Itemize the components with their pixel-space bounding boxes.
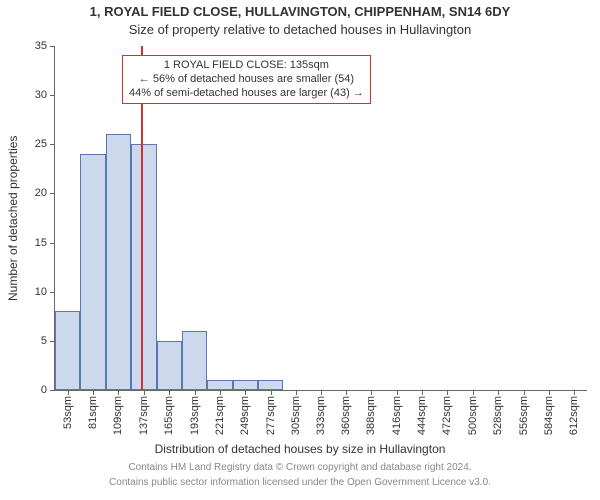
histogram-bar: [106, 134, 131, 390]
x-tick-label: 221sqm: [214, 396, 226, 435]
histogram-bar: [55, 311, 80, 390]
x-tick-label: 612sqm: [568, 396, 580, 435]
y-tick-label: 25: [35, 138, 47, 150]
y-tick: [50, 390, 55, 391]
histogram-bar: [80, 154, 105, 390]
annotation-box: 1 ROYAL FIELD CLOSE: 135sqm ← 56% of det…: [122, 55, 371, 104]
y-tick-label: 10: [35, 286, 47, 298]
x-tick: [296, 390, 297, 395]
footer-line-2: Contains public sector information licen…: [0, 477, 600, 488]
x-tick-label: 500sqm: [467, 396, 479, 435]
x-tick: [220, 390, 221, 395]
y-tick-label: 20: [35, 187, 47, 199]
x-tick-label: 444sqm: [416, 396, 428, 435]
footer-line-1: Contains HM Land Registry data © Crown c…: [0, 462, 600, 473]
x-tick-label: 556sqm: [518, 396, 530, 435]
x-tick: [346, 390, 347, 395]
x-tick-label: 249sqm: [239, 396, 251, 435]
x-tick: [93, 390, 94, 395]
x-tick: [498, 390, 499, 395]
x-tick: [195, 390, 196, 395]
x-tick: [271, 390, 272, 395]
x-tick: [397, 390, 398, 395]
x-tick: [447, 390, 448, 395]
x-tick: [549, 390, 550, 395]
y-tick-label: 30: [35, 89, 47, 101]
y-tick: [50, 144, 55, 145]
chart-title: 1, ROYAL FIELD CLOSE, HULLAVINGTON, CHIP…: [0, 4, 600, 19]
x-tick: [321, 390, 322, 395]
histogram-bar: [258, 380, 283, 390]
x-tick: [371, 390, 372, 395]
y-tick: [50, 95, 55, 96]
y-tick: [50, 243, 55, 244]
x-tick: [422, 390, 423, 395]
x-tick-label: 109sqm: [112, 396, 124, 435]
x-tick: [118, 390, 119, 395]
y-tick: [50, 292, 55, 293]
x-tick-label: 416sqm: [391, 396, 403, 435]
x-tick: [574, 390, 575, 395]
x-tick-label: 472sqm: [441, 396, 453, 435]
x-tick-label: 360sqm: [340, 396, 352, 435]
y-tick-label: 15: [35, 237, 47, 249]
x-tick-label: 277sqm: [265, 396, 277, 435]
x-tick-label: 137sqm: [138, 396, 150, 435]
y-axis-label: Number of detached properties: [6, 135, 20, 300]
histogram-bar: [233, 380, 258, 390]
annotation-line-2: ← 56% of detached houses are smaller (54…: [129, 73, 364, 87]
x-tick: [245, 390, 246, 395]
annotation-line-1: 1 ROYAL FIELD CLOSE: 135sqm: [129, 59, 364, 73]
x-tick: [524, 390, 525, 395]
chart-container: 1, ROYAL FIELD CLOSE, HULLAVINGTON, CHIP…: [0, 0, 600, 500]
y-tick-label: 0: [41, 384, 47, 396]
x-tick-label: 305sqm: [290, 396, 302, 435]
annotation-line-3: 44% of semi-detached houses are larger (…: [129, 87, 364, 101]
x-tick-label: 388sqm: [365, 396, 377, 435]
x-tick-label: 193sqm: [189, 396, 201, 435]
x-axis-label: Distribution of detached houses by size …: [0, 442, 600, 456]
x-tick: [169, 390, 170, 395]
histogram-bar: [157, 341, 182, 390]
x-tick: [68, 390, 69, 395]
x-tick: [144, 390, 145, 395]
chart-subtitle: Size of property relative to detached ho…: [0, 22, 600, 37]
histogram-bar: [207, 380, 232, 390]
x-tick-label: 584sqm: [543, 396, 555, 435]
x-tick-label: 165sqm: [163, 396, 175, 435]
x-tick: [473, 390, 474, 395]
x-tick-label: 81sqm: [87, 396, 99, 429]
y-tick-label: 35: [35, 40, 47, 52]
x-tick-label: 528sqm: [492, 396, 504, 435]
x-tick-label: 53sqm: [62, 396, 74, 429]
y-tick-label: 5: [41, 335, 47, 347]
x-tick-label: 333sqm: [315, 396, 327, 435]
histogram-bar: [131, 144, 156, 390]
y-tick: [50, 193, 55, 194]
histogram-bar: [182, 331, 207, 390]
y-tick: [50, 46, 55, 47]
